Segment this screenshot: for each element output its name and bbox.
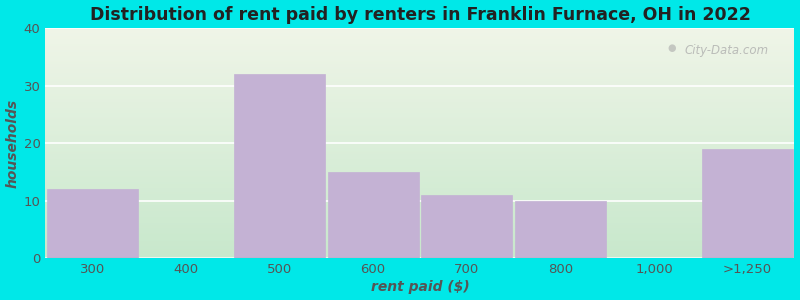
Bar (47, 189, 138, 258)
Bar (702, 149, 793, 258)
Title: Distribution of rent paid by renters in Franklin Furnace, OH in 2022: Distribution of rent paid by renters in … (90, 6, 750, 24)
Text: ●: ● (667, 43, 676, 53)
Text: City-Data.com: City-Data.com (684, 44, 768, 57)
Bar (234, 74, 325, 258)
X-axis label: rent paid ($): rent paid ($) (370, 280, 470, 294)
Bar (422, 195, 512, 258)
Bar (515, 201, 606, 258)
Y-axis label: households: households (6, 99, 19, 188)
Bar (328, 172, 418, 258)
